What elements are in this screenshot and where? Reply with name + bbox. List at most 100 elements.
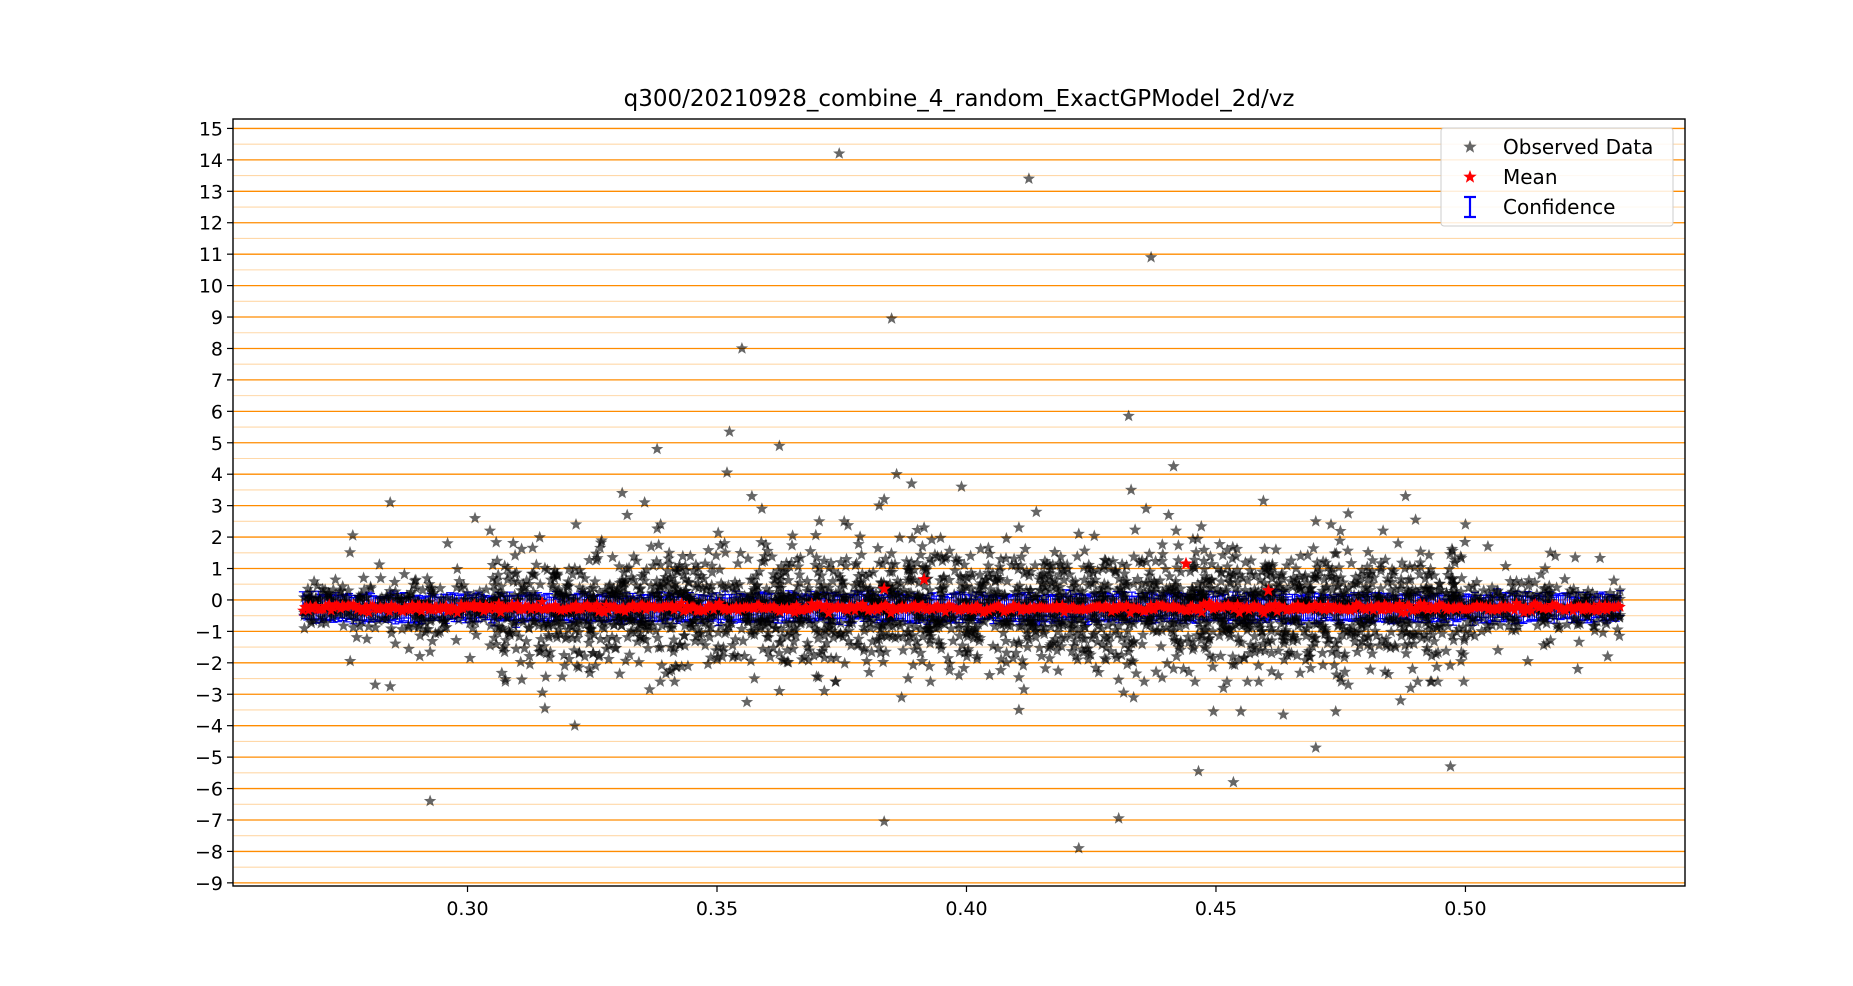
observed-point xyxy=(1209,609,1222,622)
observed-point xyxy=(389,637,402,649)
observed-point xyxy=(1277,584,1290,596)
observed-point xyxy=(1020,623,1034,635)
observed-point xyxy=(1131,572,1144,585)
observed-point xyxy=(1413,568,1426,580)
observed-point xyxy=(434,581,447,594)
observed-point xyxy=(413,649,426,662)
observed-point xyxy=(827,594,840,607)
observed-point xyxy=(570,659,584,672)
observed-point xyxy=(1472,608,1485,620)
observed-point xyxy=(1325,570,1338,583)
observed-point xyxy=(1179,618,1192,631)
observed-point xyxy=(1522,579,1535,591)
observed-point xyxy=(423,577,436,590)
observed-point xyxy=(630,625,643,637)
observed-point xyxy=(1208,587,1222,600)
observed-point xyxy=(548,572,561,584)
observed-point xyxy=(1213,537,1226,550)
observed-point xyxy=(1309,631,1322,644)
observed-point xyxy=(1319,581,1333,594)
observed-point xyxy=(1169,609,1182,621)
observed-point xyxy=(650,588,663,600)
observed-point xyxy=(943,544,956,557)
observed-point xyxy=(1584,592,1597,604)
observed-point xyxy=(1528,576,1542,588)
observed-point xyxy=(369,621,382,633)
observed-point xyxy=(1082,611,1096,623)
observed-point xyxy=(861,589,875,602)
observed-point xyxy=(1526,591,1539,603)
observed-point xyxy=(1052,585,1065,597)
observed-point xyxy=(683,592,697,604)
observed-point xyxy=(1082,653,1095,665)
observed-point xyxy=(1361,545,1375,558)
observed-point xyxy=(518,641,531,654)
observed-point xyxy=(1220,675,1234,687)
observed-point xyxy=(911,588,924,601)
observed-point xyxy=(1010,605,1024,618)
observed-point xyxy=(488,592,501,605)
observed-point xyxy=(911,639,924,652)
observed-point xyxy=(1530,587,1544,600)
observed-point xyxy=(822,581,836,594)
observed-point xyxy=(668,581,682,593)
observed-point xyxy=(960,593,973,606)
observed-point xyxy=(1405,587,1418,600)
observed-point xyxy=(858,641,871,654)
observed-point xyxy=(1067,608,1080,621)
observed-point xyxy=(627,550,640,562)
observed-point xyxy=(1043,570,1056,582)
observed-point xyxy=(1516,595,1529,608)
observed-point xyxy=(716,650,729,663)
observed-point xyxy=(584,622,597,634)
observed-point xyxy=(353,619,366,632)
observed-point xyxy=(358,583,371,595)
observed-point xyxy=(1115,557,1129,570)
observed-point xyxy=(318,583,332,595)
observed-point xyxy=(593,648,606,661)
observed-point xyxy=(982,566,995,579)
observed-point xyxy=(873,641,886,653)
observed-point xyxy=(876,591,889,604)
observed-point xyxy=(1277,612,1290,625)
observed-point xyxy=(729,633,742,645)
observed-point xyxy=(453,574,466,587)
observed-point xyxy=(634,592,647,605)
observed-point xyxy=(704,651,717,663)
observed-point xyxy=(874,622,888,634)
observed-point xyxy=(753,565,766,577)
observed-point xyxy=(1454,585,1468,598)
observed-point xyxy=(1303,644,1316,657)
observed-point xyxy=(1531,619,1544,631)
observed-point xyxy=(965,611,978,624)
observed-point xyxy=(1600,595,1614,608)
observed-point xyxy=(334,584,347,597)
observed-point xyxy=(894,585,907,598)
observed-point xyxy=(921,615,934,628)
observed-point xyxy=(1613,608,1627,621)
observed-point xyxy=(607,618,621,631)
observed-point xyxy=(1156,585,1169,598)
observed-point xyxy=(598,622,611,634)
observed-point xyxy=(1484,591,1497,604)
observed-point xyxy=(1366,565,1379,577)
observed-point xyxy=(1194,628,1208,640)
observed-point xyxy=(663,664,676,677)
observed-point xyxy=(905,555,918,568)
observed-point xyxy=(652,641,665,653)
observed-point xyxy=(1102,562,1116,575)
observed-point xyxy=(918,579,932,592)
observed-point xyxy=(1237,613,1250,626)
observed-point xyxy=(1262,559,1276,571)
observed-point xyxy=(385,626,398,639)
observed-point xyxy=(1433,618,1446,631)
observed-point xyxy=(1280,559,1293,571)
observed-point xyxy=(1345,556,1358,569)
observed-point xyxy=(1399,639,1412,651)
observed-point xyxy=(690,595,704,607)
observed-point xyxy=(1168,592,1181,604)
observed-point xyxy=(1499,559,1512,572)
observed-point xyxy=(754,620,768,633)
observed-point xyxy=(954,577,968,589)
observed-point xyxy=(313,592,326,605)
